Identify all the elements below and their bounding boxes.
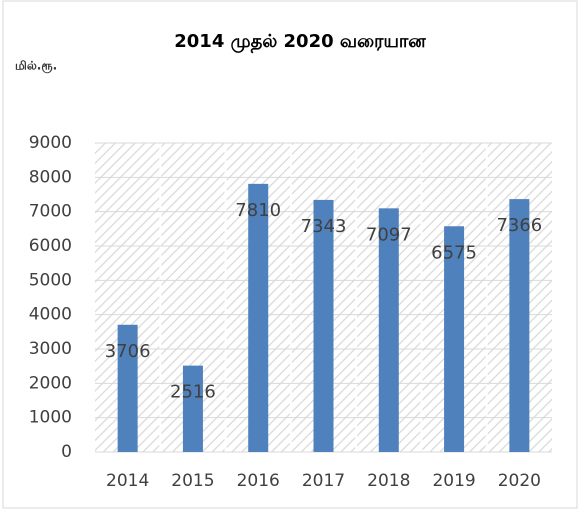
- data-label: 7097: [366, 224, 412, 245]
- data-label: 2516: [170, 382, 216, 403]
- y-tick-label: 3000: [29, 339, 72, 359]
- y-tick-label: 8000: [29, 167, 72, 187]
- bar: [444, 226, 465, 452]
- data-label: 7343: [301, 216, 347, 237]
- x-tick-label: 2014: [106, 471, 149, 491]
- y-tick-label: 1000: [29, 408, 72, 428]
- data-label: 3706: [105, 341, 151, 362]
- y-tick-label: 7000: [29, 202, 72, 222]
- x-tick-label: 2018: [367, 471, 410, 491]
- y-tick-label: 9000: [29, 133, 72, 153]
- data-label: 7366: [496, 215, 542, 236]
- bar: [378, 208, 399, 452]
- bar: [248, 183, 269, 452]
- y-tick-label: 5000: [29, 270, 72, 290]
- bar: [182, 365, 203, 452]
- x-tick-label: 2016: [237, 471, 280, 491]
- y-axis-label: மில்.ரூ.: [15, 59, 57, 74]
- bar: [313, 199, 334, 452]
- x-tick-label: 2017: [302, 471, 345, 491]
- y-tick-label: 4000: [29, 305, 72, 325]
- bar: [509, 199, 530, 452]
- chart-title: 2014 முதல் 2020 வரையான: [174, 31, 426, 54]
- data-label: 6575: [431, 242, 477, 263]
- bar: [117, 324, 138, 452]
- x-tick-label: 2020: [498, 471, 541, 491]
- y-tick-label: 2000: [29, 373, 72, 393]
- y-tick-label: 6000: [29, 236, 72, 256]
- x-tick-label: 2019: [432, 471, 475, 491]
- data-label: 7810: [235, 200, 281, 221]
- x-tick-label: 2015: [171, 471, 214, 491]
- y-tick-label: 0: [61, 442, 72, 462]
